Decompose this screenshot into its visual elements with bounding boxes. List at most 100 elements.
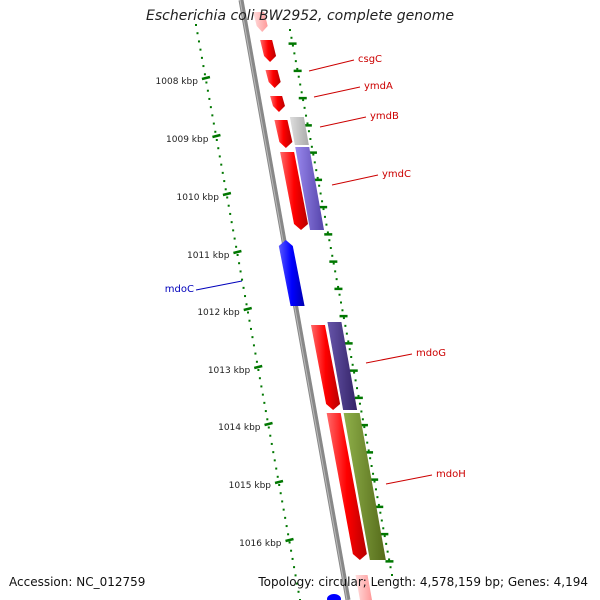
- track-dot: [351, 363, 354, 366]
- track-dot: [282, 508, 285, 511]
- track-dot: [315, 169, 318, 172]
- gene-label-ymdA[interactable]: ymdA: [364, 81, 393, 92]
- track-dot: [291, 557, 294, 560]
- gene-label-mdoH[interactable]: mdoH: [436, 469, 466, 480]
- features: [253, 12, 386, 600]
- page-title: Escherichia coli BW2952, complete genome: [146, 8, 454, 24]
- track-dot: [227, 204, 230, 207]
- track-dot: [220, 163, 223, 166]
- feature-block: [295, 147, 325, 230]
- track-dot: [391, 574, 393, 576]
- track-dot: [205, 81, 208, 84]
- track-dot: [235, 245, 238, 248]
- track-dot: [291, 44, 294, 47]
- track-dot: [305, 114, 308, 117]
- track-dot: [261, 393, 264, 396]
- track-dot: [238, 262, 241, 265]
- track-dot: [226, 196, 229, 199]
- track-dot: [329, 247, 332, 249]
- track-dot: [293, 566, 296, 569]
- track-dot: [341, 309, 344, 312]
- kbp-label: 1008 kbp: [156, 77, 199, 87]
- track-dot: [297, 75, 300, 78]
- gene-label-mdoG[interactable]: mdoG: [416, 348, 446, 359]
- feature-block: [327, 322, 358, 410]
- kbp-label: 1011 kbp: [187, 251, 230, 261]
- track-dot: [321, 200, 324, 203]
- track-dot: [385, 542, 388, 545]
- track-dot: [257, 369, 260, 371]
- track-dot: [332, 262, 335, 265]
- kbp-tick: [285, 537, 294, 543]
- track-dot: [342, 317, 345, 320]
- track-dot: [300, 91, 303, 94]
- track-dot: [211, 114, 214, 117]
- track-dot: [245, 303, 248, 306]
- track-dot: [244, 295, 247, 298]
- gene-leader-line: [195, 280, 243, 291]
- track-dot: [293, 52, 296, 55]
- track-dot: [366, 441, 369, 444]
- gene-label-mdoC[interactable]: mdoC: [165, 284, 194, 295]
- gene-leader-line: [308, 59, 355, 72]
- track-dot: [376, 496, 379, 499]
- kbp-label: 1016 kbp: [239, 539, 282, 549]
- track-dot: [221, 171, 224, 174]
- track-dot: [296, 67, 299, 70]
- gene-label-ymdB[interactable]: ymdB: [370, 111, 399, 122]
- track-dot: [285, 525, 288, 528]
- track-dot: [249, 327, 252, 330]
- track-dot: [356, 387, 359, 390]
- track-dot: [233, 237, 236, 240]
- track-dot: [209, 106, 212, 109]
- track-dot: [388, 558, 391, 561]
- tick-labels: 1008 kbp 1009 kbp 1010 kbp 1011 kbp 1012 kbp…: [156, 75, 294, 549]
- track-dot: [239, 270, 242, 273]
- kbp-label: 1013 kbp: [208, 366, 251, 376]
- track-dot: [247, 311, 249, 314]
- track-dot: [307, 130, 310, 133]
- kbp-tick: [212, 133, 221, 139]
- track-dot: [373, 480, 376, 483]
- gene-labels: csgC ymdA ymdB ymdC mdoC mdoG mdoH: [165, 54, 466, 485]
- track-dot: [290, 36, 293, 39]
- track-dot: [326, 231, 329, 234]
- track-dot: [206, 89, 209, 92]
- feature-block: [265, 70, 281, 88]
- track-dot: [203, 73, 206, 76]
- gene-label-ymdC[interactable]: ymdC: [382, 169, 411, 180]
- kbp-tick: [233, 249, 242, 255]
- track-dot: [319, 192, 322, 195]
- track-dot: [278, 484, 281, 486]
- feature-block: [289, 117, 309, 145]
- track-dot: [345, 332, 348, 335]
- track-dot: [299, 83, 302, 86]
- track-dot: [284, 516, 287, 519]
- track-dot: [217, 147, 220, 150]
- track-dot: [294, 574, 297, 577]
- track-dot: [263, 401, 266, 404]
- track-dot: [241, 278, 244, 281]
- track-dot: [313, 161, 316, 164]
- track-dot: [322, 208, 325, 211]
- track-dot: [255, 360, 258, 363]
- track-dot: [350, 356, 353, 358]
- gene-leader-line: [385, 474, 433, 485]
- kbp-tick: [274, 479, 284, 485]
- track-dot: [382, 527, 385, 530]
- kbp-tick: [264, 421, 273, 427]
- feature-block: [327, 594, 341, 600]
- track-dot: [269, 434, 272, 437]
- track-dot: [310, 145, 313, 148]
- track-dot: [347, 340, 350, 343]
- track-dot: [379, 511, 382, 514]
- track-dot: [214, 130, 217, 133]
- track-dot: [279, 492, 282, 495]
- gene-label-csgC[interactable]: csgC: [358, 54, 382, 65]
- track-dot: [267, 426, 270, 429]
- kbp-tick: [253, 364, 263, 370]
- track-dot: [199, 48, 202, 51]
- track-dot: [360, 410, 363, 413]
- track-dot: [380, 519, 383, 522]
- track-dot: [338, 293, 341, 296]
